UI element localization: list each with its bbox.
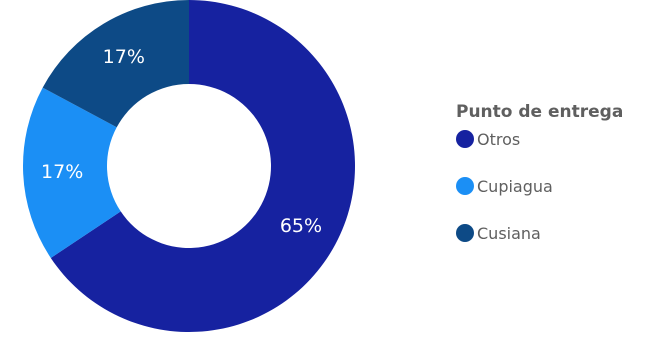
legend-swatch-cupiagua xyxy=(456,177,474,195)
slice-label-cusiana: 17% xyxy=(103,46,145,68)
slice-otros[interactable] xyxy=(50,0,356,333)
slice-label-cupiagua: 17% xyxy=(41,161,83,183)
slice-label-otros: 65% xyxy=(280,215,322,237)
legend-title: Punto de entrega xyxy=(456,102,624,122)
legend-item-otros[interactable]: Otros xyxy=(456,128,623,150)
slice-cusiana[interactable] xyxy=(42,0,189,128)
legend-label-cupiagua: Cupiagua xyxy=(477,176,553,196)
legend-label-cusiana: Cusiana xyxy=(477,223,541,243)
legend-swatch-cusiana xyxy=(456,224,474,242)
legend-swatch-otros xyxy=(456,130,474,148)
slice-cupiagua[interactable] xyxy=(22,87,121,258)
legend-label-otros: Otros xyxy=(477,129,521,149)
legend-item-cusiana[interactable]: Cusiana xyxy=(456,222,623,244)
legend-item-cupiagua[interactable]: Cupiagua xyxy=(456,175,623,197)
legend: Punto de entrega Otros Cupiagua Cusiana xyxy=(456,102,623,269)
